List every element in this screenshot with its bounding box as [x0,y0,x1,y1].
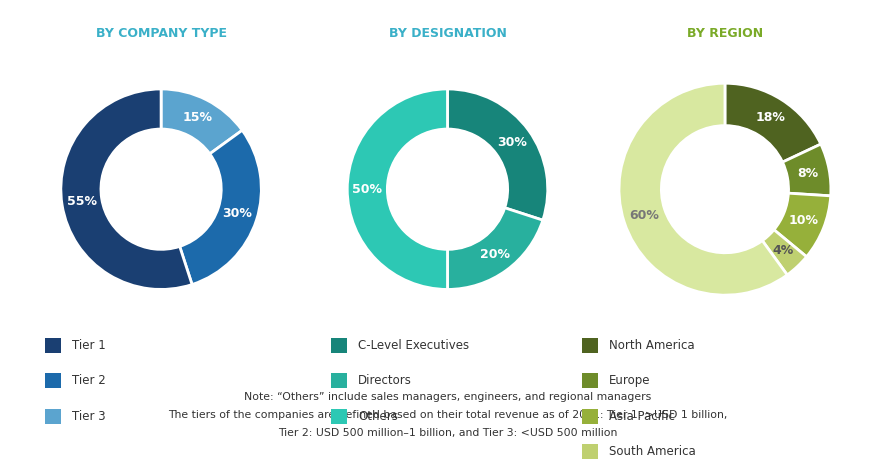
Wedge shape [619,83,787,295]
Wedge shape [180,130,261,285]
Text: Tier 3: Tier 3 [72,410,105,423]
Text: Asia Pacific: Asia Pacific [608,410,674,423]
Wedge shape [347,89,447,289]
Text: C-Level Executives: C-Level Executives [358,339,468,352]
Text: Note: “Others” include sales managers, engineers, and regional managers: Note: “Others” include sales managers, e… [243,392,651,402]
Text: Others: Others [358,410,398,423]
Text: 4%: 4% [772,245,793,257]
Text: 60%: 60% [628,209,659,222]
Text: The tiers of the companies are defined based on their total revenue as of 2021: : The tiers of the companies are defined b… [167,410,727,420]
Text: 18%: 18% [755,111,784,124]
Text: 10%: 10% [788,214,818,227]
Wedge shape [161,89,242,154]
Text: 50%: 50% [352,183,382,196]
Text: Tier 2: USD 500 million–1 billion, and Tier 3: <USD 500 million: Tier 2: USD 500 million–1 billion, and T… [277,428,617,438]
Text: North America: North America [608,339,694,352]
Text: Tier 2: Tier 2 [72,374,105,387]
Wedge shape [61,89,192,289]
Text: 15%: 15% [182,111,212,124]
Text: BY DESIGNATION: BY DESIGNATION [388,26,506,40]
Wedge shape [781,144,830,196]
Text: Europe: Europe [608,374,649,387]
Text: 30%: 30% [223,208,252,220]
Text: 55%: 55% [67,195,97,208]
Text: 8%: 8% [797,167,818,180]
Wedge shape [447,89,547,220]
Wedge shape [773,193,830,257]
Text: BY REGION: BY REGION [686,26,763,40]
Text: BY COMPANY TYPE: BY COMPANY TYPE [96,26,226,40]
Text: 20%: 20% [479,247,509,261]
Wedge shape [447,208,543,289]
Text: Tier 1: Tier 1 [72,339,105,352]
Wedge shape [762,230,805,275]
Wedge shape [724,83,820,162]
Text: South America: South America [608,445,695,458]
Circle shape [661,126,788,253]
Circle shape [387,129,507,249]
Circle shape [101,129,221,249]
Text: 30%: 30% [497,136,527,149]
Text: Directors: Directors [358,374,411,387]
